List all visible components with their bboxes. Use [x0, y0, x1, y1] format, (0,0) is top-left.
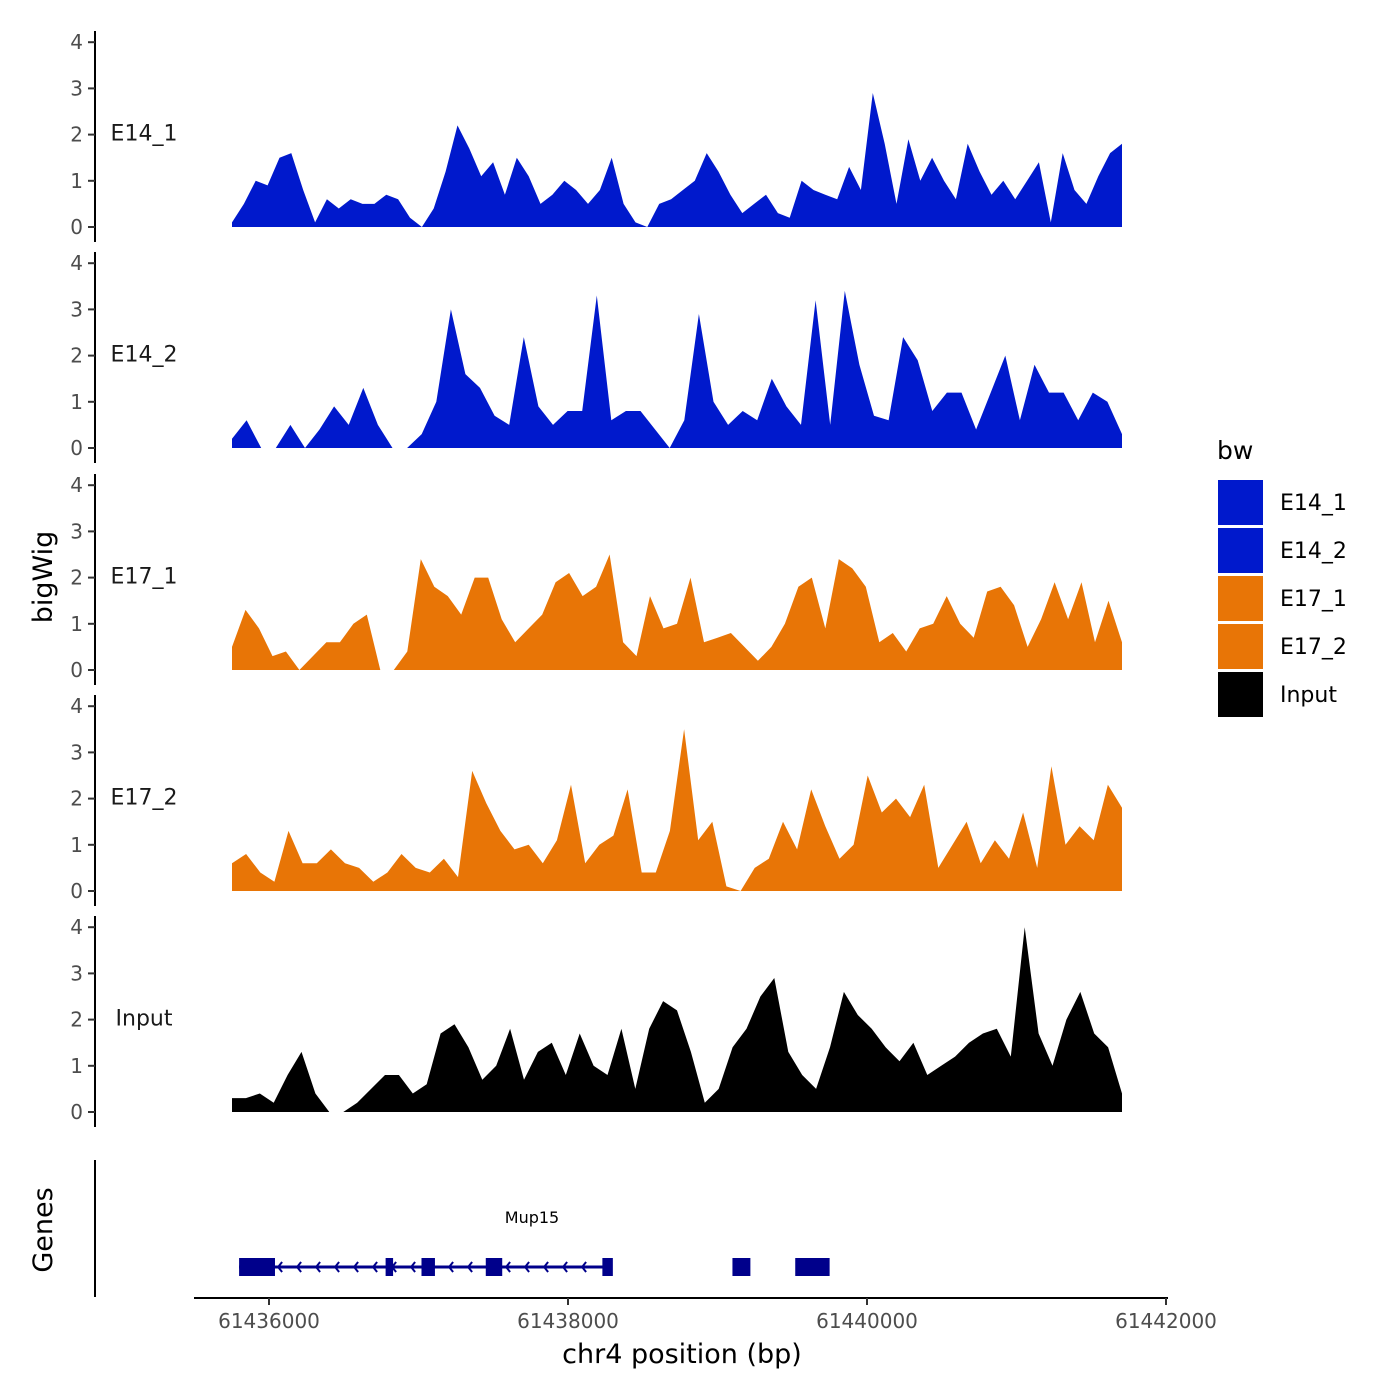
strand-arrow — [409, 1261, 416, 1273]
strand-arrow — [371, 1261, 378, 1273]
gene-exon — [385, 1258, 394, 1276]
legend-swatch — [1218, 624, 1263, 669]
area-e17_1 — [232, 554, 1122, 670]
x-tick-label: 61442000 — [1115, 1309, 1217, 1333]
y-tick-label: 2 — [70, 1008, 83, 1032]
y-tick-label: 4 — [70, 473, 83, 497]
strand-arrow — [314, 1261, 321, 1273]
x-axis-title: chr4 position (bp) — [562, 1339, 802, 1370]
strand-arrow — [466, 1261, 473, 1273]
x-axis: 61436000 61438000 61440000 61442000 — [194, 1297, 1217, 1333]
tracks-group: 0 1 2 3 4 E14_1 0 1 2 3 4 E14_2 0 1 2 3 4 E17_1 0 1 2 3 4 E17_2… — [70, 30, 1122, 1127]
legend-title: bw — [1217, 436, 1253, 465]
y-tick-label: 4 — [70, 30, 83, 54]
genes-track-title: Genes — [28, 1187, 59, 1272]
legend-swatch — [1218, 672, 1263, 717]
track-e17_2: 0 1 2 3 4 E17_2 — [70, 694, 1122, 906]
area-e14_2 — [232, 290, 1122, 448]
y-tick-label: 1 — [70, 612, 83, 636]
y-tick-label: 0 — [70, 436, 83, 460]
gene-track: Mup15 — [94, 1160, 830, 1297]
y-tick-label: 3 — [70, 297, 83, 321]
y-tick-label: 1 — [70, 390, 83, 414]
track-label: E17_2 — [111, 786, 178, 811]
track-label: E17_1 — [111, 565, 178, 590]
y-tick-label: 4 — [70, 915, 83, 939]
legend-swatch — [1218, 576, 1263, 621]
track-input: 0 1 2 3 4 Input — [70, 915, 1122, 1127]
legend-swatch — [1218, 528, 1263, 573]
y-tick-label: 3 — [70, 76, 83, 100]
track-e17_1: 0 1 2 3 4 E17_1 — [70, 473, 1122, 685]
y-tick-label: 1 — [70, 169, 83, 193]
strand-arrow — [295, 1261, 302, 1273]
gene-exon — [602, 1258, 613, 1276]
legend-swatch — [1218, 480, 1263, 525]
legend-label: Input — [1280, 683, 1337, 708]
gene-exon — [485, 1258, 503, 1276]
y-tick-label: 2 — [70, 123, 83, 147]
legend: bw E14_1 E14_2 E17_1 E17_2 Input — [1217, 436, 1347, 717]
y-tick-label: 4 — [70, 251, 83, 275]
y-tick-label: 2 — [70, 787, 83, 811]
legend-label: E14_1 — [1280, 491, 1347, 516]
y-tick-label: 0 — [70, 1100, 83, 1124]
strand-arrow — [561, 1261, 568, 1273]
gene-exon — [239, 1258, 275, 1276]
legend-label: E17_1 — [1280, 587, 1347, 612]
legend-label: E14_2 — [1280, 539, 1347, 564]
strand-arrow — [580, 1261, 587, 1273]
strand-arrow — [276, 1261, 283, 1273]
strand-arrow — [504, 1261, 511, 1273]
x-tick-label: 61440000 — [816, 1309, 918, 1333]
x-tick-label: 61438000 — [517, 1309, 619, 1333]
area-e14_1 — [232, 93, 1122, 227]
track-label: E14_1 — [111, 122, 178, 147]
gene-name-label: Mup15 — [505, 1208, 559, 1227]
y-tick-label: 3 — [70, 519, 83, 543]
track-e14_2: 0 1 2 3 4 E14_2 — [70, 251, 1122, 463]
y-tick-label: 0 — [70, 658, 83, 682]
gene-exon — [795, 1258, 830, 1276]
y-tick-label: 4 — [70, 694, 83, 718]
y-tick-label: 0 — [70, 879, 83, 903]
x-tick-label: 61436000 — [218, 1309, 320, 1333]
strand-arrow — [352, 1261, 359, 1273]
y-tick-label: 2 — [70, 566, 83, 590]
gene-exon — [732, 1258, 751, 1276]
strand-arrow — [447, 1261, 454, 1273]
y-tick-label: 3 — [70, 740, 83, 764]
legend-label: E17_2 — [1280, 635, 1347, 660]
track-e14_1: 0 1 2 3 4 E14_1 — [70, 30, 1122, 242]
y-tick-label: 2 — [70, 344, 83, 368]
y-axis-title: bigWig — [28, 531, 59, 624]
area-e17_2 — [232, 729, 1122, 891]
track-label: Input — [116, 1007, 173, 1032]
y-tick-label: 1 — [70, 833, 83, 857]
y-tick-label: 3 — [70, 961, 83, 985]
strand-arrow — [523, 1261, 530, 1273]
y-tick-label: 1 — [70, 1054, 83, 1078]
area-input — [232, 927, 1122, 1112]
track-label: E14_2 — [111, 343, 178, 368]
y-tick-label: 0 — [70, 215, 83, 239]
gene-exon — [421, 1258, 435, 1276]
strand-arrow — [542, 1261, 549, 1273]
strand-arrow — [333, 1261, 340, 1273]
